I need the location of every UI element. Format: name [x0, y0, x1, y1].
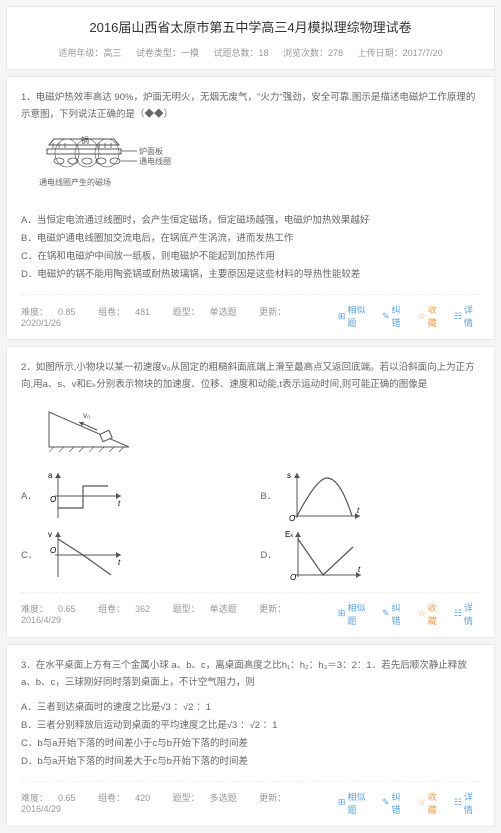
exam-header: 2016届山西省太原市第五中学高三4月模拟理综物理试卷 适用年级：高三 试卷类型… — [6, 6, 495, 70]
option-b: B．电磁炉通电线圈加交流电后，在锅底产生涡流，进而发热工作 — [21, 230, 480, 248]
action-bar: ⊞ 相似题 ✎ 纠错 ☆ 收藏 ☷ 详情 — [338, 303, 480, 329]
exam-meta: 适用年级：高三 试卷类型：一模 试题总数：18 浏览次数：278 上传日期：20… — [21, 46, 480, 59]
svg-text:O: O — [50, 495, 56, 504]
similar-button[interactable]: ⊞ 相似题 — [338, 303, 372, 329]
option-b: B． sOt — [261, 468, 481, 523]
action-bar: ⊞ 相似题 ✎ 纠错 ☆ 收藏 ☷ 详情 — [338, 601, 480, 627]
correct-button[interactable]: ✎ 纠错 — [382, 303, 408, 329]
option-list: A．当恒定电流通过线圈时，会产生恒定磁场，恒定磁场越强，电磁炉加热效果越好 B．… — [21, 212, 480, 284]
question-card: 2．如图所示,小物块以某一初速度v₀从固定的粗糙斜面底端上滑至最高点又返回底端。… — [6, 346, 495, 637]
label-field: 通电线圈产生的磁场 — [39, 177, 111, 187]
meta-views: 浏览次数：278 — [283, 48, 343, 58]
label-top: 炉面板 — [139, 146, 163, 156]
collect-button[interactable]: ☆ 收藏 — [418, 790, 444, 816]
action-bar: ⊞ 相似题 ✎ 纠错 ☆ 收藏 ☷ 详情 — [338, 790, 480, 816]
option-d: D．电磁炉的锅不能用陶瓷锅或耐热玻璃锅，主要原因是这些材料的导热性能较差 — [21, 266, 480, 284]
option-list: A．三者到达桌面时的速度之比是√3 ：√2 ：1 B．三者分别释放后运动到桌面的… — [21, 699, 480, 771]
detail-button[interactable]: ☷ 详情 — [454, 790, 480, 816]
svg-text:t: t — [118, 558, 121, 567]
similar-button[interactable]: ⊞ 相似题 — [338, 601, 372, 627]
similar-button[interactable]: ⊞ 相似题 — [338, 790, 372, 816]
collect-button[interactable]: ☆ 收藏 — [418, 303, 444, 329]
meta-date: 上传日期：2017/7/20 — [358, 48, 443, 58]
question-footer: 难度：0.65 组卷：362 题型：单选题 更新：2016/4/29 ⊞ 相似题… — [21, 592, 480, 627]
option-b: B．三者分别释放后运动到桌面的平均速度之比是√3 ：√2 ：1 — [21, 717, 480, 735]
footer-info: 难度：0.65 组卷：420 题型：多选题 更新：2016/4/29 — [21, 791, 338, 814]
svg-text:Eₖ: Eₖ — [285, 530, 294, 539]
option-graph-grid: A． aOt B． sOt C． vOt D． EₖOt — [21, 468, 480, 582]
question-stem: 3．在水平桌面上方有三个金属小球 a、b、c，离桌面高度之比h₁：h₂：h₃＝3… — [21, 657, 480, 691]
svg-text:t: t — [358, 565, 361, 574]
incline-diagram: v₀ — [39, 402, 480, 460]
svg-text:v₀: v₀ — [83, 411, 90, 420]
svg-text:O: O — [289, 514, 295, 523]
meta-count: 试题总数：18 — [213, 48, 268, 58]
svg-text:t: t — [118, 499, 121, 508]
detail-button[interactable]: ☷ 详情 — [454, 303, 480, 329]
footer-info: 难度：0.85 组卷：481 题型：单选题 更新：2020/1/26 — [21, 305, 338, 328]
induction-cooker-diagram: 锅 炉面板 通电线圈 通电线圈产生的磁场 — [39, 131, 480, 204]
option-c: C． vOt — [21, 527, 241, 582]
question-card: 3．在水平桌面上方有三个金属小球 a、b、c，离桌面高度之比h₁：h₂：h₃＝3… — [6, 644, 495, 827]
correct-button[interactable]: ✎ 纠错 — [382, 790, 408, 816]
option-d: D． EₖOt — [261, 527, 481, 582]
meta-type: 试卷类型：一模 — [136, 48, 199, 58]
svg-text:a: a — [48, 471, 53, 480]
option-a: A．当恒定电流通过线圈时，会产生恒定磁场，恒定磁场越强，电磁炉加热效果越好 — [21, 212, 480, 230]
label-coil: 通电线圈 — [139, 156, 171, 166]
question-stem: 2．如图所示,小物块以某一初速度v₀从固定的粗糙斜面底端上滑至最高点又返回底端。… — [21, 359, 480, 393]
svg-text:s: s — [287, 471, 291, 480]
collect-button[interactable]: ☆ 收藏 — [418, 601, 444, 627]
meta-grade: 适用年级：高三 — [58, 48, 121, 58]
option-d: D．b与a开始下落的时间差大于c与b开始下落的时间差 — [21, 753, 480, 771]
correct-button[interactable]: ✎ 纠错 — [382, 601, 408, 627]
question-footer: 难度：0.85 组卷：481 题型：单选题 更新：2020/1/26 ⊞ 相似题… — [21, 294, 480, 329]
exam-title: 2016届山西省太原市第五中学高三4月模拟理综物理试卷 — [21, 17, 480, 36]
svg-text:t: t — [357, 506, 360, 515]
svg-text:O: O — [290, 573, 296, 582]
footer-info: 难度：0.65 组卷：362 题型：单选题 更新：2016/4/29 — [21, 602, 338, 625]
option-a: A．三者到达桌面时的速度之比是√3 ：√2 ：1 — [21, 699, 480, 717]
option-c: C．在锅和电磁炉中间放一纸板，则电磁炉不能起到加热作用 — [21, 248, 480, 266]
option-c: C．b与a开始下落的时间差小于c与b开始下落的时间差 — [21, 735, 480, 753]
question-card: 1．电磁炉热效率高达 90%，炉面无明火，无烟无废气，"火力"强劲，安全可靠.图… — [6, 76, 495, 340]
question-stem: 1．电磁炉热效率高达 90%，炉面无明火，无烟无废气，"火力"强劲，安全可靠.图… — [21, 89, 480, 123]
option-a: A． aOt — [21, 468, 241, 523]
svg-text:v: v — [48, 530, 52, 539]
detail-button[interactable]: ☷ 详情 — [454, 601, 480, 627]
svg-text:O: O — [50, 546, 56, 555]
question-footer: 难度：0.65 组卷：420 题型：多选题 更新：2016/4/29 ⊞ 相似题… — [21, 781, 480, 816]
